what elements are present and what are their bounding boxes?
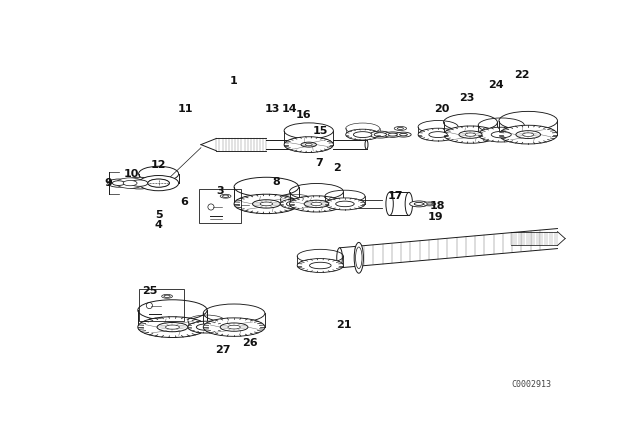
Ellipse shape <box>394 126 406 130</box>
Ellipse shape <box>164 295 170 297</box>
Ellipse shape <box>353 132 372 138</box>
Text: 7: 7 <box>315 158 323 168</box>
Ellipse shape <box>354 242 364 273</box>
Text: 9: 9 <box>104 178 113 188</box>
Ellipse shape <box>523 133 534 136</box>
Text: 25: 25 <box>141 286 157 296</box>
Ellipse shape <box>113 181 125 185</box>
Ellipse shape <box>228 325 240 329</box>
Ellipse shape <box>427 203 433 205</box>
Ellipse shape <box>478 127 524 142</box>
Text: 15: 15 <box>312 126 328 136</box>
Ellipse shape <box>369 131 391 138</box>
Text: 16: 16 <box>296 110 311 121</box>
Ellipse shape <box>304 200 329 207</box>
Ellipse shape <box>220 194 231 198</box>
Ellipse shape <box>253 200 280 208</box>
Text: 17: 17 <box>388 191 403 201</box>
Ellipse shape <box>405 192 413 215</box>
Ellipse shape <box>188 321 225 333</box>
Ellipse shape <box>465 133 476 136</box>
Text: 3: 3 <box>216 186 224 196</box>
Ellipse shape <box>131 180 148 186</box>
Ellipse shape <box>337 248 342 268</box>
Ellipse shape <box>292 140 295 149</box>
Ellipse shape <box>459 131 482 138</box>
Text: 10: 10 <box>124 169 140 179</box>
Text: 11: 11 <box>178 104 193 114</box>
Ellipse shape <box>204 318 265 336</box>
Ellipse shape <box>374 133 387 137</box>
Text: 22: 22 <box>515 70 530 80</box>
Text: 18: 18 <box>429 201 445 211</box>
Ellipse shape <box>148 179 170 187</box>
Ellipse shape <box>516 131 541 138</box>
Text: 1: 1 <box>229 76 237 86</box>
Text: 13: 13 <box>265 104 280 114</box>
Ellipse shape <box>234 194 299 214</box>
Ellipse shape <box>336 201 354 207</box>
Ellipse shape <box>310 262 331 269</box>
Text: 6: 6 <box>180 198 188 207</box>
Ellipse shape <box>108 179 129 187</box>
Ellipse shape <box>157 323 188 332</box>
Ellipse shape <box>386 192 394 215</box>
Ellipse shape <box>325 198 365 210</box>
Ellipse shape <box>388 133 397 136</box>
Ellipse shape <box>396 132 411 137</box>
Ellipse shape <box>444 126 497 143</box>
Ellipse shape <box>301 142 316 147</box>
Ellipse shape <box>223 195 228 198</box>
Ellipse shape <box>305 143 312 146</box>
Ellipse shape <box>418 128 458 141</box>
Ellipse shape <box>346 129 380 140</box>
Text: 14: 14 <box>282 104 298 114</box>
Text: 27: 27 <box>215 345 230 355</box>
Ellipse shape <box>384 132 401 138</box>
Ellipse shape <box>280 199 311 209</box>
Ellipse shape <box>284 137 333 152</box>
Ellipse shape <box>139 176 179 191</box>
Ellipse shape <box>499 125 557 144</box>
Ellipse shape <box>297 258 344 272</box>
Ellipse shape <box>166 325 179 329</box>
Text: 20: 20 <box>435 104 450 114</box>
Ellipse shape <box>365 140 368 149</box>
Ellipse shape <box>356 247 362 269</box>
Text: 8: 8 <box>273 177 280 187</box>
Text: 5: 5 <box>155 211 163 220</box>
Text: C0002913: C0002913 <box>511 380 551 389</box>
Ellipse shape <box>260 202 273 206</box>
Text: 24: 24 <box>488 80 504 90</box>
Text: 23: 23 <box>459 94 474 103</box>
Ellipse shape <box>429 132 447 138</box>
Ellipse shape <box>311 202 322 206</box>
Ellipse shape <box>492 131 511 138</box>
Ellipse shape <box>289 196 344 212</box>
Ellipse shape <box>196 324 216 330</box>
Ellipse shape <box>123 181 137 186</box>
Ellipse shape <box>287 201 305 207</box>
Ellipse shape <box>410 201 428 207</box>
Text: 2: 2 <box>333 163 341 173</box>
Ellipse shape <box>124 177 155 189</box>
Text: 4: 4 <box>155 220 163 230</box>
Ellipse shape <box>148 179 170 187</box>
Ellipse shape <box>116 178 144 189</box>
Text: 26: 26 <box>242 337 257 348</box>
Ellipse shape <box>220 323 248 331</box>
Ellipse shape <box>162 294 172 298</box>
Text: 12: 12 <box>151 160 166 170</box>
Ellipse shape <box>414 202 424 205</box>
Ellipse shape <box>138 317 207 337</box>
Text: 21: 21 <box>335 320 351 330</box>
Ellipse shape <box>397 128 403 129</box>
Bar <box>140 289 184 321</box>
Ellipse shape <box>399 134 407 136</box>
Text: 19: 19 <box>428 212 444 222</box>
Ellipse shape <box>424 202 436 206</box>
Bar <box>198 189 241 223</box>
